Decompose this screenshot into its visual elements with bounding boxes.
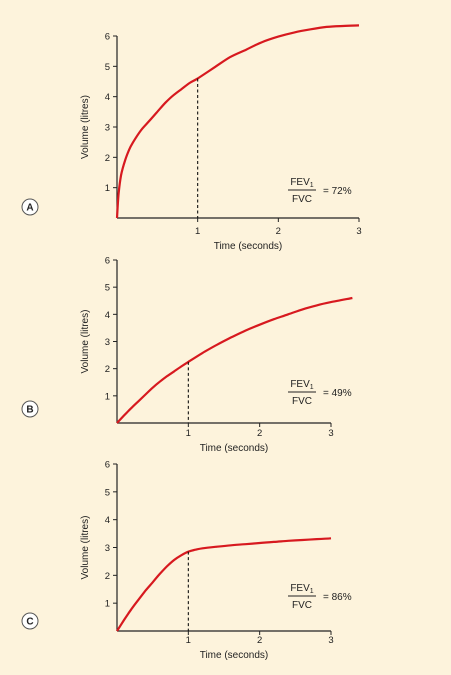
- y-axis-label: Volume (litres): [80, 95, 91, 159]
- y-tick-label: 6: [105, 460, 110, 471]
- y-axis-label: Volume (litres): [80, 516, 91, 580]
- y-tick-label: 4: [105, 310, 110, 321]
- y-tick-label: 3: [105, 123, 110, 134]
- y-tick-label: 4: [105, 515, 110, 526]
- y-tick-label: 1: [105, 391, 110, 402]
- panel-badge: [21, 400, 39, 418]
- volume-time-curve: [116, 537, 332, 632]
- ratio-numerator: FEV1: [290, 583, 313, 595]
- x-axis-label: Time (seconds): [214, 241, 283, 252]
- y-tick-label: 5: [105, 283, 110, 294]
- y-tick-label: 2: [105, 571, 110, 582]
- ratio-denominator: FVC: [292, 396, 312, 407]
- panel-badge-label: C: [26, 617, 33, 628]
- y-tick-label: 2: [105, 153, 110, 164]
- panel-badge-label: B: [26, 405, 33, 416]
- volume-time-curve: [115, 24, 360, 219]
- ratio-numerator: FEV1: [290, 379, 313, 391]
- y-tick-label: 1: [105, 183, 110, 194]
- x-tick-label: 2: [276, 226, 281, 237]
- ratio-denominator: FVC: [292, 194, 312, 205]
- panel-c: 1 2 3 4 5 6 1 2 3 Time (seconds) Volume (litres) FE…: [21, 460, 352, 661]
- y-tick-label: 4: [105, 92, 110, 103]
- panel-b: 1 2 3 4 5 6 1 2 3 Time (seconds) Volume (litres) FE…: [21, 256, 353, 454]
- x-tick-label: 1: [186, 428, 191, 439]
- x-tick-label: 2: [257, 635, 262, 646]
- x-tick-label: 2: [257, 428, 262, 439]
- ratio-value: = 86%: [323, 592, 352, 603]
- y-tick-label: 6: [105, 32, 110, 43]
- x-tick-label: 1: [186, 635, 191, 646]
- y-tick-label: 2: [105, 364, 110, 375]
- panel-badge-label: A: [26, 203, 33, 214]
- y-axis-label: Volume (litres): [80, 310, 91, 374]
- ratio-denominator: FVC: [292, 600, 312, 611]
- x-axis-label: Time (seconds): [200, 443, 269, 454]
- panel-badge: [21, 612, 39, 630]
- panel-a: 1 2 3 4 5 6 1 2 3 Time (seconds) Volume (litres) FE…: [21, 24, 362, 252]
- y-tick-label: 3: [105, 337, 110, 348]
- x-axis-label: Time (seconds): [200, 650, 269, 661]
- y-tick-label: 6: [105, 256, 110, 267]
- ratio-value: = 72%: [323, 186, 352, 197]
- x-tick-label: 3: [328, 635, 333, 646]
- ratio-value: = 49%: [323, 388, 352, 399]
- ratio-numerator: FEV1: [290, 177, 313, 189]
- y-tick-label: 3: [105, 543, 110, 554]
- panel-badge: [21, 198, 39, 216]
- y-tick-label: 5: [105, 487, 110, 498]
- x-tick-label: 1: [195, 226, 200, 237]
- volume-time-curve: [116, 296, 353, 424]
- y-tick-label: 1: [105, 599, 110, 610]
- y-tick-label: 5: [105, 62, 110, 73]
- x-tick-label: 3: [328, 428, 333, 439]
- x-tick-label: 3: [356, 226, 361, 237]
